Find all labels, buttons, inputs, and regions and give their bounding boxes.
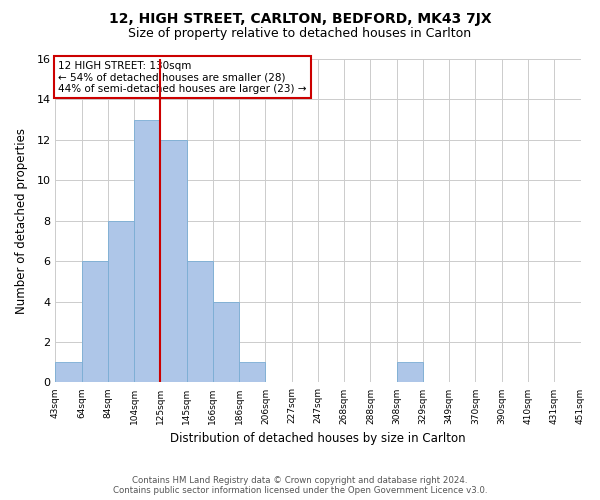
Bar [134,120,160,382]
Text: Size of property relative to detached houses in Carlton: Size of property relative to detached ho… [128,28,472,40]
Bar [397,362,423,382]
Bar [239,362,265,382]
Text: 12 HIGH STREET: 130sqm
← 54% of detached houses are smaller (28)
44% of semi-det: 12 HIGH STREET: 130sqm ← 54% of detached… [58,60,307,94]
X-axis label: Distribution of detached houses by size in Carlton: Distribution of detached houses by size … [170,432,466,445]
Bar [160,140,187,382]
Text: Contains HM Land Registry data © Crown copyright and database right 2024.
Contai: Contains HM Land Registry data © Crown c… [113,476,487,495]
Y-axis label: Number of detached properties: Number of detached properties [15,128,28,314]
Bar [82,261,108,382]
Text: 12, HIGH STREET, CARLTON, BEDFORD, MK43 7JX: 12, HIGH STREET, CARLTON, BEDFORD, MK43 … [109,12,491,26]
Bar [108,220,134,382]
Bar [213,302,239,382]
Bar [187,261,213,382]
Bar [55,362,82,382]
